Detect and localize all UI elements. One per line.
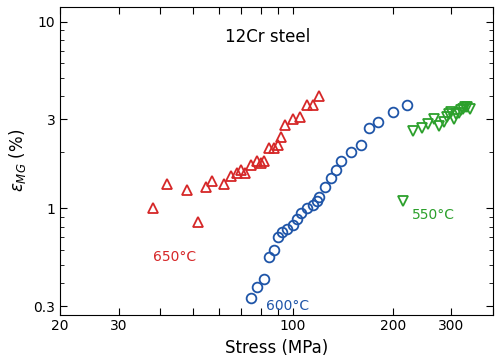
Text: 600°C: 600°C: [266, 299, 309, 313]
Y-axis label: $\varepsilon_{MG}$ (%): $\varepsilon_{MG}$ (%): [7, 129, 28, 193]
Text: 650°C: 650°C: [153, 250, 196, 265]
Text: 12Cr steel: 12Cr steel: [224, 28, 310, 47]
X-axis label: Stress (MPa): Stress (MPa): [225, 339, 328, 357]
Text: 550°C: 550°C: [412, 208, 455, 222]
